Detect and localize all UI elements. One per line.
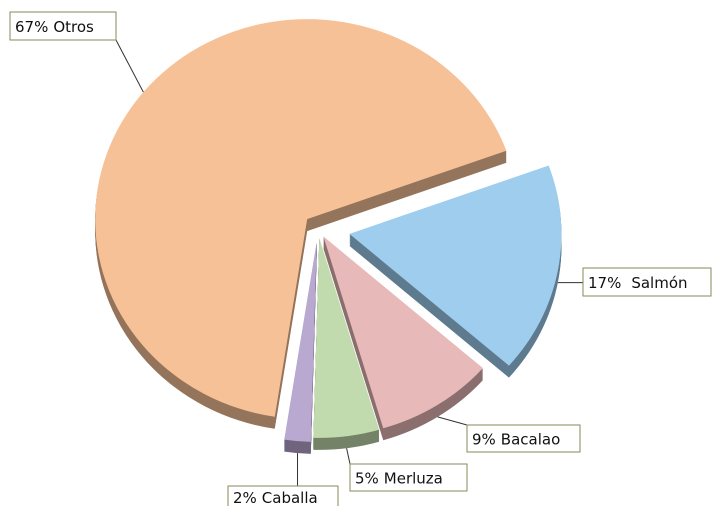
label-box [227, 485, 339, 506]
value-label: 2% [233, 489, 257, 506]
category-label: Bacalao [501, 430, 560, 448]
data-label: 17% Salmón [588, 274, 688, 292]
value-label: 17% [588, 274, 621, 292]
slice [313, 237, 380, 438]
category-label: Otros [53, 18, 94, 36]
slice [323, 236, 483, 429]
label-box [466, 424, 581, 453]
label-box [349, 463, 468, 492]
data-label: 9% Bacalao [472, 430, 560, 448]
label-box [9, 11, 117, 41]
slice [95, 19, 507, 417]
value-label: 9% [472, 430, 496, 448]
category-label: Merluza [384, 469, 443, 487]
data-label: 67% Otros [15, 18, 94, 36]
value-label: 5% [355, 469, 379, 487]
leader-line [115, 39, 144, 93]
data-label: 2% Caballa [233, 489, 318, 506]
category-label: Caballa [262, 489, 318, 506]
slice [349, 165, 562, 366]
data-label: 5% Merluza [355, 469, 443, 487]
category-label: Salmón [631, 274, 687, 292]
leader-line [437, 416, 468, 426]
leader-line [346, 448, 351, 465]
label-box [582, 267, 712, 297]
slice [284, 241, 317, 442]
value-label: 67% [15, 18, 48, 36]
